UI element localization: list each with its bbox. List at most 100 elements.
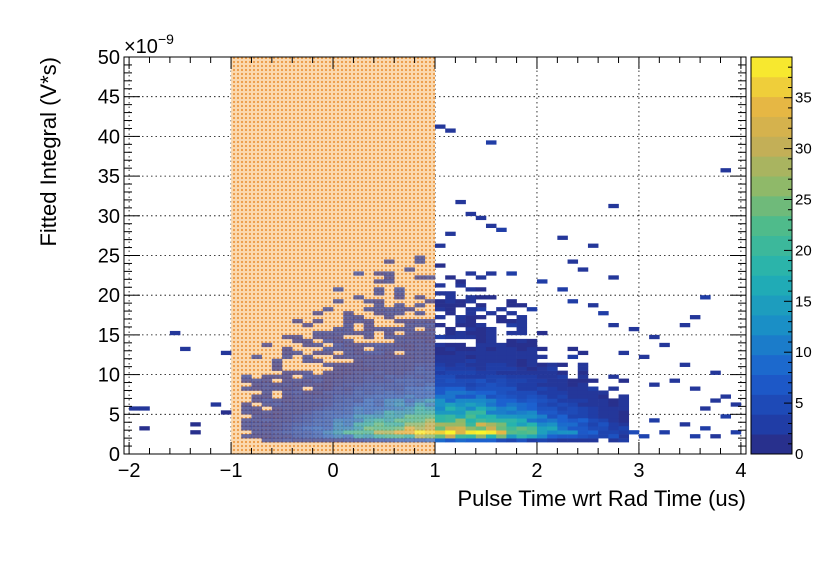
histogram-cell: [353, 346, 364, 352]
histogram-cell: [363, 414, 375, 419]
histogram-cell: [404, 390, 415, 395]
histogram-cell: [475, 342, 487, 348]
histogram-cell: [516, 346, 528, 352]
histogram-cell: [343, 422, 354, 427]
histogram-cell: [435, 322, 446, 328]
histogram-cell: [598, 434, 609, 439]
histogram-cell: [394, 418, 405, 423]
histogram-cell: [282, 378, 293, 383]
histogram-cell: [333, 374, 344, 379]
histogram-cell: [333, 326, 344, 332]
histogram-cell: [384, 390, 395, 395]
histogram-cell: [261, 430, 273, 435]
histogram-cell: [608, 203, 619, 209]
histogram-cell: [384, 398, 395, 403]
histogram-cell: [363, 434, 375, 439]
histogram-cell: [424, 299, 436, 304]
histogram-cell: [465, 326, 477, 332]
histogram-cell: [394, 406, 405, 411]
histogram-cell: [506, 434, 517, 439]
histogram-cell: [598, 410, 609, 415]
histogram-cell: [373, 346, 385, 352]
histogram-cell: [435, 418, 446, 423]
histogram-cell: [292, 390, 303, 395]
histogram-cell: [547, 418, 558, 423]
histogram-cell: [394, 378, 405, 383]
histogram-cell: [414, 394, 426, 399]
histogram-cell: [455, 334, 466, 340]
histogram-cell: [455, 366, 466, 371]
histogram-cell: [506, 394, 517, 399]
histogram-cell: [353, 330, 364, 336]
histogram-cell: [404, 386, 415, 391]
histogram-cell: [465, 334, 477, 340]
histogram-cell: [302, 434, 313, 439]
histogram-cell: [333, 346, 344, 352]
histogram-cell: [414, 386, 426, 391]
histogram-cell: [445, 362, 456, 367]
histogram-cell: [424, 326, 436, 332]
histogram-cell: [312, 319, 324, 324]
histogram-cell: [445, 334, 456, 340]
histogram-cell: [251, 418, 262, 423]
histogram-cell: [333, 438, 344, 443]
axis-ticks: [124, 56, 746, 455]
histogram-cell: [404, 330, 415, 336]
histogram-cell: [445, 354, 456, 360]
histogram-cell: [404, 307, 415, 312]
histogram-cell: [271, 358, 283, 363]
histogram-cell: [353, 430, 364, 435]
histogram-cell: [557, 406, 568, 411]
histogram-cell: [465, 322, 477, 328]
colorbar-tick-label: 15: [795, 293, 812, 310]
histogram-cell: [322, 378, 334, 383]
histogram-cell: [485, 390, 497, 395]
histogram-cell: [516, 422, 528, 427]
histogram-cell: [414, 350, 426, 356]
histogram-cell: [394, 287, 405, 292]
histogram-cell: [577, 370, 589, 375]
histogram-cell: [516, 414, 528, 419]
histogram-cell: [496, 358, 507, 363]
histogram-cell: [373, 370, 385, 375]
histogram-cell: [679, 422, 691, 427]
histogram-cell: [547, 402, 558, 407]
histogram-cell: [526, 338, 538, 344]
histogram-cell: [414, 295, 426, 300]
histogram-cell: [292, 434, 303, 439]
histogram-cell: [435, 354, 446, 360]
histogram-cell: [720, 168, 732, 173]
histogram-cell: [608, 434, 619, 439]
histogram-cell: [435, 299, 446, 304]
histogram-cell: [394, 307, 405, 312]
histogram-cell: [241, 378, 252, 383]
histogram-cell: [271, 422, 283, 427]
histogram-cell: [343, 326, 354, 332]
histogram-cell: [577, 362, 589, 367]
histogram-cell: [353, 374, 364, 379]
histogram-cell: [536, 362, 548, 367]
histogram-cell: [435, 366, 446, 371]
histogram-cell: [567, 438, 579, 443]
histogram-cell: [516, 319, 528, 324]
histogram-cell: [312, 334, 324, 340]
histogram-cell: [608, 438, 619, 443]
histogram-cell: [333, 386, 344, 391]
histogram-cell: [475, 394, 487, 399]
histogram-cell: [394, 295, 405, 300]
histogram-cell: [435, 374, 446, 379]
histogram-cell: [251, 422, 262, 427]
histogram-cell: [282, 426, 293, 431]
histogram-cell: [333, 398, 344, 403]
histogram-cell: [475, 358, 487, 363]
histogram-cell: [577, 382, 589, 387]
histogram-cell: [404, 378, 415, 383]
histogram-cell: [547, 430, 558, 435]
histogram-cell: [312, 430, 324, 435]
histogram-cell: [292, 426, 303, 431]
histogram-cell: [445, 307, 456, 312]
histogram-cell: [475, 410, 487, 415]
histogram-cell: [445, 390, 456, 395]
histogram-cell: [404, 406, 415, 411]
histogram-cell: [577, 426, 589, 431]
